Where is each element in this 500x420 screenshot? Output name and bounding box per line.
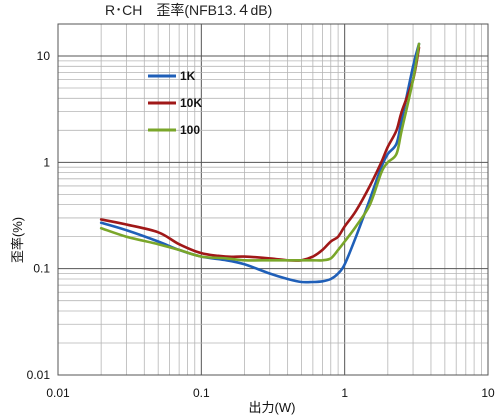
x-tick-label: 10: [481, 386, 495, 400]
y-tick-label: 0.01: [27, 368, 51, 382]
y-tick-label: 1: [43, 155, 50, 169]
legend-label-100: 100: [180, 123, 200, 137]
series-line-100: [99, 42, 421, 262]
y-tick-label: 10: [37, 49, 51, 63]
y-tick-label: 0.1: [33, 262, 50, 276]
legend: 1K 10K 100: [148, 69, 202, 137]
series-line-10K: [99, 46, 421, 262]
x-tick-label: 0.1: [193, 386, 210, 400]
y-axis-title: 歪率(%): [10, 217, 25, 263]
x-axis-title: 出力(W): [249, 400, 296, 415]
grid: [57, 23, 488, 376]
x-tick-labels: 0.01 0.1 1 10: [46, 386, 495, 400]
legend-label-1K: 1K: [180, 69, 196, 83]
x-tick-label: 0.01: [46, 386, 70, 400]
series-layer: [99, 42, 421, 284]
x-tick-label: 1: [341, 386, 348, 400]
y-tick-labels: 10 1 0.1 0.01: [27, 49, 51, 382]
chart-title: R･CH 歪率(NFB13.４dB): [105, 2, 272, 18]
legend-label-10K: 10K: [180, 96, 202, 110]
plot-frame: [57, 23, 489, 376]
